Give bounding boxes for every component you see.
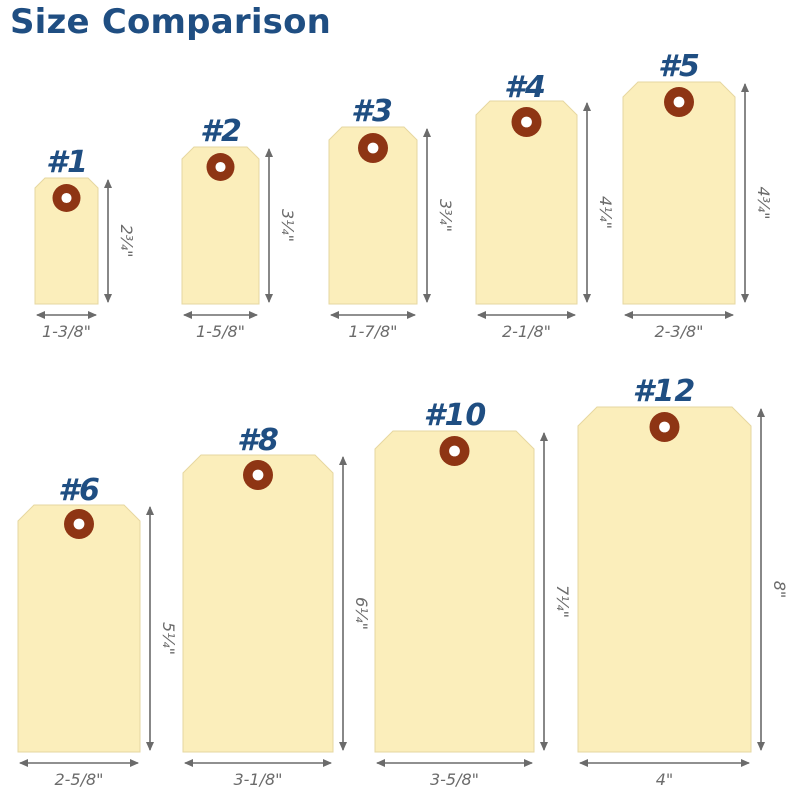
width-label: 1-3/8": [42, 322, 91, 341]
page-title: Size Comparison: [10, 2, 332, 42]
tag-body: [622, 81, 736, 305]
tag-body: [475, 100, 578, 305]
tag-number: #3: [351, 94, 393, 129]
eyelet-hole: [673, 96, 685, 108]
height-label: 6¼": [352, 597, 371, 630]
tag-number: #12: [633, 374, 696, 409]
tag-body: [374, 430, 535, 753]
height-label: 4¾": [754, 186, 773, 219]
eyelet-hole: [73, 518, 85, 530]
tag-group: #2 3¼" 1-5/8": [181, 114, 297, 341]
tag-body: [34, 177, 99, 305]
width-label: 1-5/8": [196, 322, 245, 341]
eyelet-hole: [367, 142, 379, 154]
height-label: 2¾": [117, 224, 136, 257]
tag-number: #1: [46, 145, 88, 180]
tag-number: #10: [424, 398, 487, 433]
height-label: 3¼": [278, 209, 297, 242]
height-label: 8": [770, 581, 789, 599]
tag-number: #2: [200, 114, 242, 149]
width-label: 2-1/8": [502, 322, 551, 341]
width-label: 3-1/8": [233, 770, 282, 789]
eyelet-hole: [215, 161, 226, 173]
width-label: 3-5/8": [430, 770, 479, 789]
tag-group: #4 4¼" 2-1/8": [475, 70, 615, 341]
tag-group: #1 2¾" 1-3/8": [34, 145, 136, 341]
tag-group: #5 4¾" 2-3/8": [622, 49, 773, 341]
tag-number: #4: [504, 70, 546, 105]
tag-group: #8 6¼" 3-1/8": [182, 423, 371, 789]
height-label: 4¼": [596, 196, 615, 229]
width-label: 4": [656, 770, 674, 789]
tag-body: [181, 146, 260, 305]
width-label: 1-7/8": [348, 322, 397, 341]
tag-body: [17, 504, 141, 753]
eyelet-hole: [659, 421, 670, 433]
tag-body: [577, 406, 752, 753]
width-label: 2-5/8": [54, 770, 103, 789]
height-label: 7¼": [553, 585, 572, 618]
tag-body: [182, 454, 334, 753]
height-label: 5¼": [159, 622, 178, 655]
tag-group: #3 3¾" 1-7/8": [328, 94, 455, 341]
tag-number: #5: [658, 49, 700, 84]
height-label: 3¾": [436, 199, 455, 232]
tag-number: #6: [58, 473, 100, 508]
eyelet-hole: [449, 445, 460, 457]
tag-group: #10 7¼" 3-5/8": [374, 398, 572, 789]
tag-number: #8: [237, 423, 279, 458]
tag-group: #12 8" 4": [577, 374, 789, 789]
eyelet-hole: [252, 469, 264, 481]
tag-group: #6 5¼" 2-5/8": [17, 473, 178, 789]
tag-body: [328, 126, 418, 305]
width-label: 2-3/8": [654, 322, 703, 341]
eyelet-hole: [521, 116, 532, 128]
eyelet-hole: [61, 192, 72, 204]
